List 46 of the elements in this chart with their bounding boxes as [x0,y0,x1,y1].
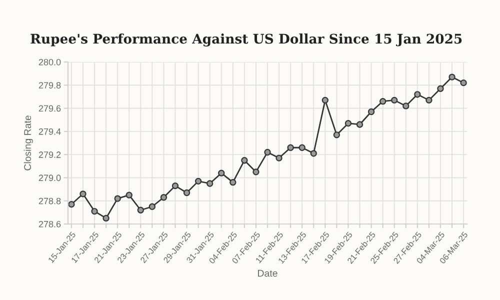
point [426,96,432,104]
point [241,157,248,164]
point [218,170,225,176]
y-tick-label: 279.8 [38,82,61,89]
y-tick-label: 279.2 [38,152,61,158]
point [91,208,98,215]
point [322,96,328,104]
point [437,85,444,92]
chart-title: Rupee's Performance Against US Dollar Since 15 Jan 2025 [30,34,462,46]
point [333,132,340,138]
point [276,154,282,162]
point [252,168,260,176]
y-tick-label: 279.6 [38,105,61,112]
point [310,150,317,157]
point [414,91,421,98]
point [206,180,214,187]
y-axis-title: Closing Rate [24,116,33,170]
point [102,214,110,222]
point [379,98,386,105]
point [391,96,398,104]
point [80,190,86,198]
point [230,179,236,186]
point [298,144,306,151]
y-tick-label: 279.0 [38,174,61,182]
point [148,203,156,210]
point [402,102,410,110]
point [287,144,294,151]
point [160,194,168,201]
point [172,182,179,190]
point [448,74,456,80]
point [356,121,364,128]
point [126,192,132,198]
y-tick-label: 279.4 [38,128,61,135]
y-tick-label: 278.6 [38,220,61,228]
point [114,195,121,202]
point [68,200,75,208]
x-axis-title: Date [258,270,278,277]
y-tick-label: 278.8 [38,198,61,204]
y-tick-label: 280.0 [38,58,61,66]
point [264,148,271,156]
point [137,206,144,214]
point [194,178,202,185]
point [183,189,190,196]
point [344,120,352,127]
point [368,108,375,116]
point [460,79,467,86]
